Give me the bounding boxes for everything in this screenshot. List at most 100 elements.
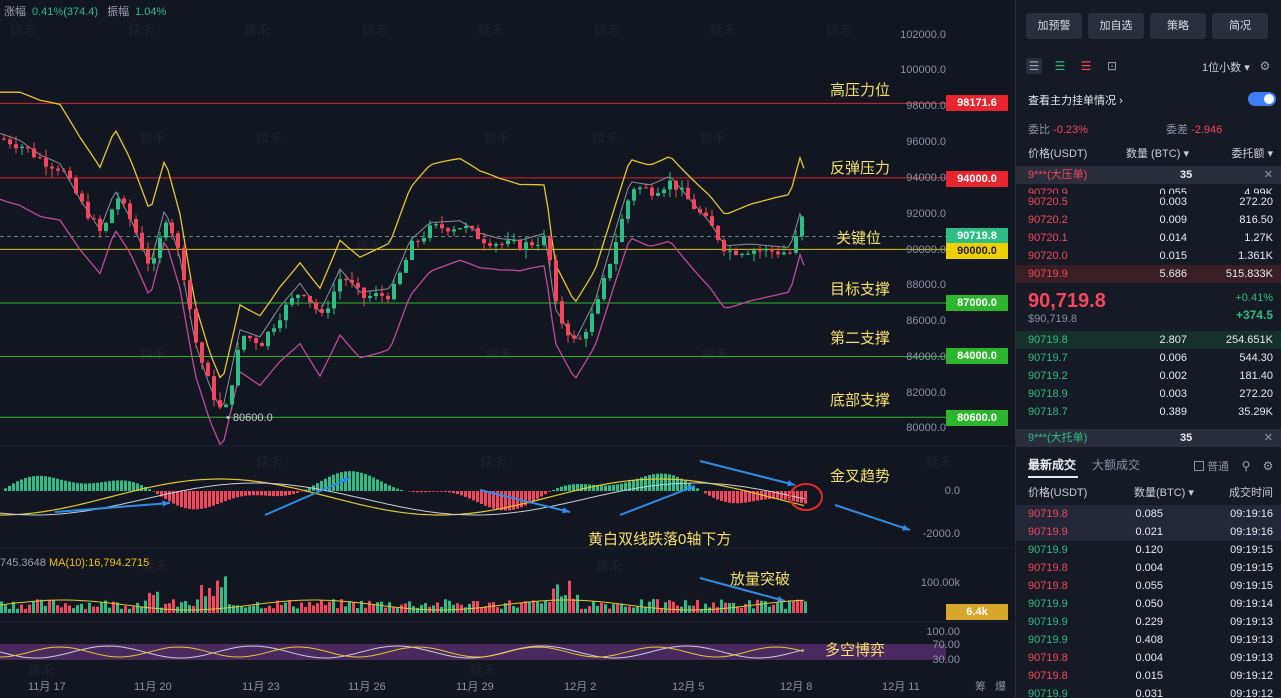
layout-both-icon[interactable]: ☰ bbox=[1026, 58, 1042, 74]
volume-bar bbox=[232, 605, 235, 613]
bid-row[interactable]: 90718.9 0.003 272.20 bbox=[1016, 385, 1281, 403]
low-price-label: • 80600.0 bbox=[226, 412, 273, 424]
macd-bar bbox=[532, 491, 535, 502]
tab-big-trades[interactable]: 大额成交 bbox=[1092, 458, 1141, 472]
active-tab-underline bbox=[1028, 476, 1078, 478]
volume-bar bbox=[256, 602, 259, 613]
volume-bar bbox=[280, 604, 283, 613]
precision-select[interactable]: 1位小数 ▾ bbox=[1202, 59, 1250, 75]
ask-row[interactable]: 90720.9 0.055 4.99K bbox=[1016, 184, 1281, 194]
candle-body bbox=[344, 279, 348, 281]
close-icon[interactable]: ✕ bbox=[1263, 432, 1273, 444]
macd-bar bbox=[188, 491, 191, 510]
volume-bar bbox=[124, 606, 127, 613]
t-col-qty[interactable]: 数量(BTC) ▾ bbox=[1134, 487, 1194, 499]
macd-bar bbox=[712, 491, 715, 498]
candle-body bbox=[500, 244, 504, 246]
ask-row[interactable]: 90720.2 0.009 816.50 bbox=[1016, 211, 1281, 229]
ask-row[interactable]: 90720.1 0.014 1.27K bbox=[1016, 229, 1281, 247]
chip-icon[interactable]: 筹 bbox=[975, 681, 986, 693]
candle-body bbox=[2, 138, 6, 140]
macd-bar bbox=[24, 477, 27, 491]
bid-row[interactable]: 90719.2 0.002 181.40 bbox=[1016, 367, 1281, 385]
add-alert-button[interactable]: 加预警 bbox=[1026, 13, 1082, 39]
candle-body bbox=[38, 157, 42, 159]
volume-bar bbox=[784, 608, 787, 613]
candle-body bbox=[488, 243, 492, 246]
volume-bar bbox=[164, 603, 167, 613]
kline-chart-area[interactable]: 涨幅 0.41%(374.4) 振幅 1.04% 745.3648 MA(10):1… bbox=[0, 0, 1015, 698]
bid-total: 181.40 bbox=[1239, 370, 1273, 382]
annotation-arrow bbox=[54, 502, 171, 513]
volume-bar bbox=[740, 607, 743, 613]
diff-row: 委差 -2.946 bbox=[1166, 121, 1222, 137]
col-qty[interactable]: 数量 (BTC) ▾ bbox=[1126, 148, 1189, 160]
settings-icon[interactable]: ⚙ bbox=[1259, 59, 1271, 73]
candle-body bbox=[410, 240, 414, 260]
bid-row[interactable]: 90719.8 2.807 254.651K bbox=[1016, 331, 1281, 349]
candle-body bbox=[368, 296, 372, 298]
macd-bar bbox=[108, 481, 111, 491]
liquidation-icon[interactable]: 爆 bbox=[995, 681, 1006, 693]
volume-bar bbox=[656, 599, 659, 613]
add-watchlist-button[interactable]: 加自选 bbox=[1088, 13, 1144, 39]
macd-bar bbox=[20, 479, 23, 491]
layout-bids-icon[interactable]: ☰ bbox=[1054, 59, 1066, 73]
main-orders-toggle[interactable] bbox=[1248, 92, 1276, 106]
annot-target-support: 目标支撑 bbox=[830, 281, 891, 298]
macd-bar bbox=[184, 491, 187, 509]
bid-row[interactable]: 90719.7 0.006 544.30 bbox=[1016, 349, 1281, 367]
normal-filter[interactable]: 普通 bbox=[1194, 458, 1229, 474]
volume-bar bbox=[308, 601, 311, 613]
candle-body bbox=[86, 201, 90, 219]
t-col-time: 成交时间 bbox=[1229, 487, 1273, 499]
ask-total: 515.833K bbox=[1225, 268, 1273, 280]
strategy-button[interactable]: 策略 bbox=[1150, 13, 1206, 39]
settings-icon[interactable]: ⚙ bbox=[1262, 459, 1274, 473]
close-icon[interactable]: ✕ bbox=[1263, 169, 1273, 181]
ask-row[interactable]: 90720.5 0.003 272.20 bbox=[1016, 193, 1281, 211]
volume-bar bbox=[88, 602, 91, 613]
macd-bar bbox=[352, 471, 355, 491]
candle-body bbox=[746, 253, 750, 255]
volume-bar bbox=[572, 598, 575, 613]
candle-body bbox=[656, 193, 660, 196]
main-orders-link[interactable]: 查看主力挂单情况 › bbox=[1028, 92, 1123, 108]
macd-bar bbox=[664, 473, 667, 491]
tab-latest-trades[interactable]: 最新成交 bbox=[1028, 458, 1077, 472]
diff-value: -2.946 bbox=[1191, 124, 1223, 136]
ask-qty: 0.015 bbox=[1159, 250, 1187, 262]
layout-asks-icon[interactable]: ☰ bbox=[1080, 59, 1092, 73]
volume-bar bbox=[120, 608, 123, 613]
bid-price: 90719.7 bbox=[1028, 352, 1068, 364]
bid-row[interactable]: 90718.7 0.389 35.29K bbox=[1016, 403, 1281, 421]
macd-bar bbox=[484, 491, 487, 506]
volume-bar bbox=[500, 608, 503, 613]
ask-row[interactable]: 90719.9 5.686 515.833K bbox=[1016, 265, 1281, 283]
candle-body bbox=[230, 385, 234, 405]
volume-bar bbox=[68, 605, 71, 613]
macd-bar bbox=[204, 491, 207, 508]
ask-qty: 0.009 bbox=[1159, 214, 1187, 226]
filter-icon[interactable]: ⚲ bbox=[1241, 459, 1251, 473]
volume-bar bbox=[708, 607, 711, 613]
col-total[interactable]: 委托额 ▾ bbox=[1231, 148, 1273, 160]
overview-button[interactable]: 简况 bbox=[1212, 13, 1268, 39]
layout-trades-icon[interactable]: ⊡ bbox=[1106, 59, 1118, 73]
bid-total: 254.651K bbox=[1225, 334, 1273, 346]
candle-body bbox=[74, 178, 78, 194]
price-tick: 98000.0 bbox=[906, 100, 946, 112]
arrow-head bbox=[787, 480, 795, 487]
macd-bar bbox=[40, 475, 43, 491]
candle-body bbox=[782, 252, 786, 255]
ask-row[interactable]: 90720.0 0.015 1.361K bbox=[1016, 247, 1281, 265]
macd-bar bbox=[48, 476, 51, 491]
kline-chart[interactable] bbox=[0, 0, 1015, 698]
annot-high-resistance: 高压力位 bbox=[830, 82, 891, 99]
volume-bar bbox=[604, 604, 607, 613]
macd-bar bbox=[780, 491, 783, 500]
volume-bar bbox=[364, 607, 367, 613]
trade-time: 09:19:16 bbox=[1230, 508, 1273, 520]
macd-bar bbox=[620, 483, 623, 491]
bid-price: 90718.7 bbox=[1028, 406, 1068, 418]
